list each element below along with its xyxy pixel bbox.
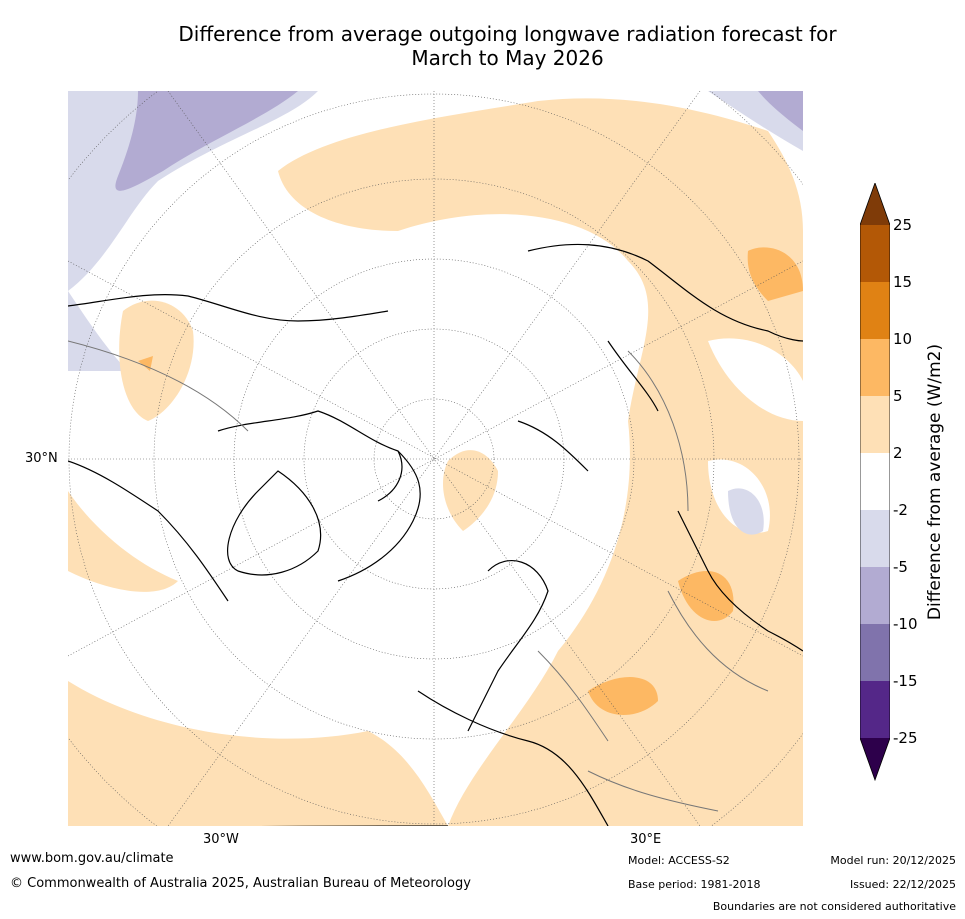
colorbar-tick-2: 2 [893,444,903,462]
colorbar-tick-minus15: -15 [893,672,918,690]
neutral-region [708,338,803,421]
colorbar-segment-minus5-minus10 [860,567,890,624]
title-line-1: Difference from average outgoing longwav… [178,22,837,46]
colorbar-under-triangle [860,738,890,780]
polar-map [68,91,803,826]
positive-anomaly-region [443,450,498,531]
chart-title: Difference from average outgoing longwav… [60,22,955,70]
colorbar-label: Difference from average (W/m2) [925,343,945,621]
colorbar-segment-10-15 [860,282,890,339]
positive-anomaly-region [119,300,194,421]
latitude-label-30n: 30°N [25,451,58,466]
positive-anomaly-region [68,491,178,592]
copyright-text: © Commonwealth of Australia 2025, Austra… [10,876,471,891]
positive-anomaly-region [278,98,803,826]
negative-anomaly-region [758,91,803,131]
strong-positive-region [747,247,803,301]
model-info: Model: ACCESS-S2 [628,854,730,867]
colorbar-tick-minus10: -10 [893,615,918,633]
positive-anomaly-region [68,681,448,826]
colorbar-outline [860,183,890,781]
base-period-info: Base period: 1981-2018 [628,878,761,891]
strong-positive-region [678,571,734,621]
colorbar-segment-minus15-minus25 [860,681,890,738]
colorbar-tick-25: 25 [893,216,913,234]
colorbar-segment-2-5 [860,396,890,453]
longitude-label-30w: 30°W [203,832,239,847]
issued-date: Issued: 22/12/2025 [849,878,956,891]
colorbar-segment-minus10-minus15 [860,624,890,681]
colorbar-tick-minus5: -5 [893,558,908,576]
colorbar-over-triangle [860,183,890,225]
coastlines [68,243,803,826]
colorbar-segment-5-10 [860,339,890,396]
colorbar-tick-15: 15 [893,273,913,291]
colorbar-tick-minus2: -2 [893,501,908,519]
graticule [68,91,803,826]
website-link[interactable]: www.bom.gov.au/climate [10,851,174,866]
negative-anomaly-region [115,91,298,191]
borders [68,340,769,812]
boundaries-disclaimer: Boundaries are not considered authoritat… [712,900,956,913]
colorbar-segment-neutral [860,453,890,510]
colorbar-segment-15-25 [860,225,890,282]
negative-anomaly-region [68,291,128,371]
longitude-label-30e: 30°E [630,832,662,847]
colorbar-tick-10: 10 [893,330,913,348]
colorbar-tick-5: 5 [893,387,903,405]
colorbar [860,183,890,781]
negative-anomaly-region [728,488,764,535]
model-run-date: Model run: 20/12/2025 [830,854,956,867]
colorbar-tick-minus25: -25 [893,729,918,747]
title-line-2: March to May 2026 [411,46,604,70]
colorbar-segment-minus2-minus5 [860,510,890,567]
map-svg [68,91,803,826]
strong-positive-region [588,677,658,715]
